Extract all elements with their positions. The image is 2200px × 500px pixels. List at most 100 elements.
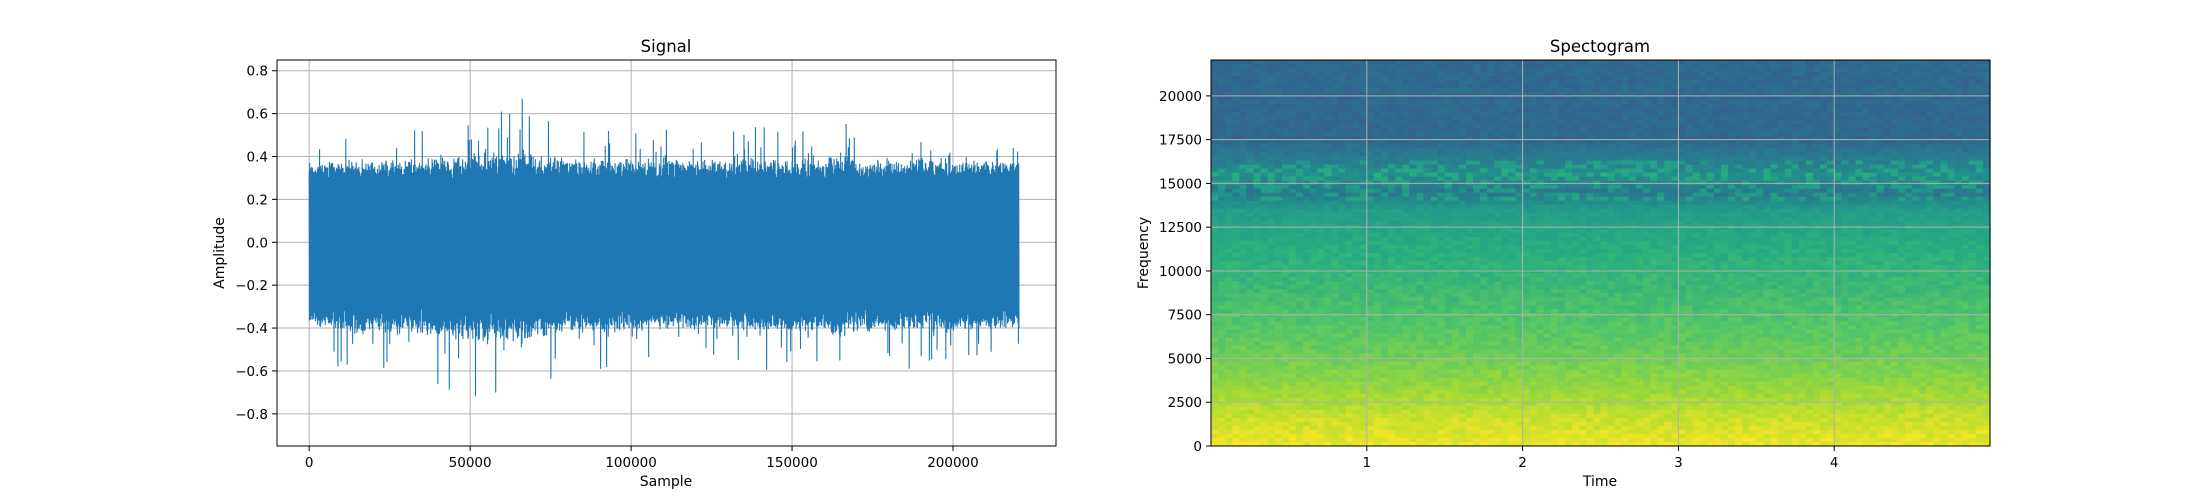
spectrogram-cell <box>1827 80 1835 85</box>
spectrogram-cell <box>1975 112 1984 117</box>
spectrogram-cell <box>1239 192 1248 198</box>
spectrogram-cell <box>1912 228 1920 234</box>
spectrogram-cell <box>1820 100 1828 105</box>
spectrogram-cell <box>1402 216 1410 222</box>
spectrogram-cell <box>1926 144 1934 150</box>
spectrogram-cell <box>1841 228 1849 234</box>
spectrogram-cell <box>1621 100 1630 105</box>
x-tick-label: 150000 <box>766 455 818 471</box>
spectrogram-cell <box>1635 200 1644 206</box>
spectrogram-cell <box>1281 200 1290 206</box>
spectrogram-cell <box>1897 108 1906 113</box>
spectrogram-cell <box>1458 92 1467 97</box>
spectrogram-cell <box>1614 228 1623 234</box>
spectrogram-cell <box>1699 140 1708 146</box>
spectrogram-cell <box>1558 204 1566 210</box>
spectrogram-cell <box>1735 172 1743 178</box>
spectrogram-cell <box>1451 140 1460 146</box>
spectrogram-cell <box>1380 176 1389 182</box>
spectrogram-cell <box>1409 160 1417 166</box>
spectrogram-cell <box>1345 200 1354 206</box>
spectrogram-cell <box>1770 128 1779 133</box>
spectrogram-cell <box>1777 156 1786 162</box>
spectrogram-cell <box>1855 152 1864 158</box>
spectrogram-cell <box>1593 160 1602 166</box>
spectrogram-cell <box>1501 176 1510 182</box>
spectrogram-cell <box>1352 68 1361 73</box>
spectrogram-cell <box>1536 60 1545 65</box>
spectrogram-cell <box>1281 148 1290 154</box>
spectrogram-cell <box>1211 200 1219 206</box>
spectrogram-cell <box>1720 172 1729 178</box>
spectrogram-cell <box>1897 132 1906 137</box>
spectrogram-cell <box>1912 232 1920 238</box>
spectrogram-cell <box>1798 192 1807 198</box>
spectrogram-cell <box>1947 232 1956 238</box>
spectrogram-cell <box>1380 72 1389 77</box>
spectrogram-cell <box>1501 108 1510 113</box>
spectrogram-cell <box>1961 192 1970 198</box>
spectrogram-cell <box>1480 204 1488 210</box>
spectrogram-cell <box>1727 168 1736 174</box>
spectrogram-cell <box>1345 92 1354 97</box>
spectrogram-cell <box>1968 188 1977 194</box>
signal-y-axis: −0.8−0.6−0.4−0.20.00.20.40.60.8 <box>235 64 277 423</box>
spectrogram-cell <box>1260 168 1269 174</box>
spectrogram-cell <box>1473 116 1481 121</box>
spectrogram-cell <box>1267 64 1276 69</box>
spectrogram-cell <box>1225 64 1233 69</box>
spectrogram-cell <box>1671 132 1679 137</box>
spectrogram-cell <box>1855 80 1864 85</box>
spectrogram-cell <box>1593 92 1602 97</box>
spectrogram-cell <box>1876 236 1885 242</box>
spectrogram-cell <box>1274 156 1283 162</box>
spectrogram-cell <box>1720 124 1729 129</box>
spectrogram-cell <box>1288 164 1297 170</box>
spectrogram-cell <box>1359 72 1368 77</box>
spectrogram-cell <box>1664 104 1672 109</box>
spectrogram-cell <box>1657 140 1665 146</box>
spectrogram-cell <box>1232 80 1240 85</box>
spectrogram-cell <box>1912 200 1920 206</box>
spectrogram-cell <box>1543 120 1552 125</box>
spectrogram-cell <box>1586 160 1595 166</box>
spectrogram-cell <box>1373 104 1382 109</box>
spectrogram-cell <box>1303 208 1311 214</box>
spectrogram-cell <box>1749 196 1757 202</box>
spectrogram-cell <box>1926 164 1934 170</box>
spectrogram-cell <box>1579 128 1587 133</box>
spectrogram-cell <box>1352 104 1361 109</box>
spectrogram-cell <box>1607 152 1616 158</box>
spectrogram-cell <box>1926 200 1934 206</box>
spectrogram-cell <box>1288 88 1297 93</box>
spectrogram-cell <box>1494 96 1502 101</box>
spectrogram-cell <box>1451 100 1460 105</box>
spectrogram-cell <box>1239 88 1248 93</box>
spectrogram-cell <box>1388 152 1396 158</box>
spectrogram-cell <box>1621 144 1630 150</box>
spectrogram-cell <box>1862 76 1871 81</box>
spectrogram-cell <box>1706 144 1715 150</box>
spectrogram-cell <box>1784 232 1793 238</box>
spectrogram-cell <box>1685 200 1694 206</box>
spectrogram-cell <box>1352 112 1361 117</box>
spectrogram-cell <box>1798 72 1807 77</box>
spectrogram-cell <box>1742 156 1750 162</box>
spectrogram-cell <box>1812 236 1821 242</box>
spectrogram-cell <box>1883 88 1892 93</box>
spectrogram-cell <box>1812 136 1821 142</box>
spectrogram-cell <box>1331 88 1340 93</box>
spectrogram-cell <box>1572 60 1580 65</box>
spectrogram-cell <box>1359 168 1368 174</box>
spectrogram-cell <box>1961 76 1970 81</box>
spectrogram-cell <box>1423 200 1432 206</box>
spectrogram-cell <box>1607 96 1616 101</box>
spectrogram-cell <box>1820 212 1828 218</box>
spectrogram-cell <box>1558 120 1566 125</box>
spectrogram-cell <box>1940 192 1949 198</box>
spectrogram-cell <box>1912 88 1920 93</box>
spectrogram-cell <box>1593 112 1602 117</box>
spectrogram-cell <box>1586 232 1595 238</box>
spectrogram-cell <box>1423 64 1432 69</box>
spectrogram-cell <box>1685 176 1694 182</box>
